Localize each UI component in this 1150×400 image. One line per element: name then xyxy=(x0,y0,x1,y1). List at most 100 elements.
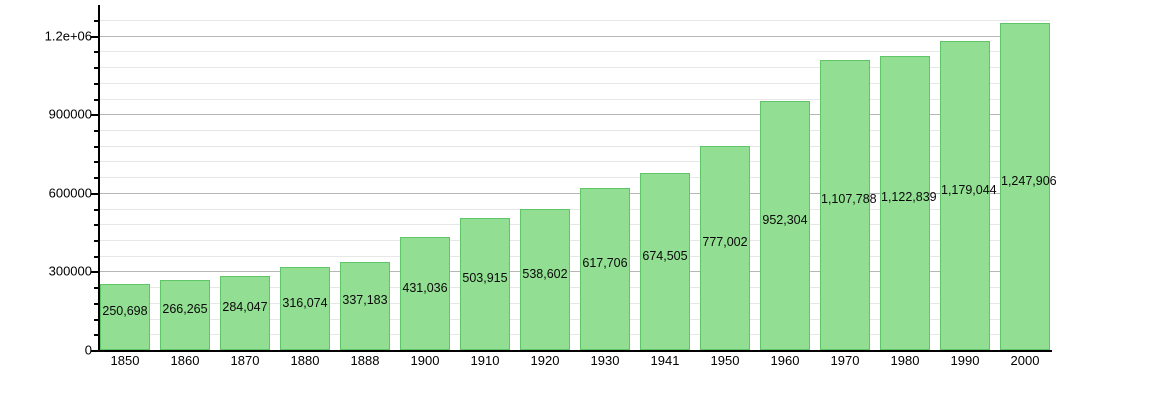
minor-gridline xyxy=(100,256,1050,257)
bar-1850: 250,698 xyxy=(100,284,150,350)
y-major-tick xyxy=(91,193,98,195)
minor-gridline xyxy=(100,83,1050,84)
y-tick-label: 900000 xyxy=(48,106,92,122)
y-minor-tick xyxy=(94,240,98,242)
y-axis-line xyxy=(98,5,100,352)
bar-1900: 431,036 xyxy=(400,237,450,350)
bar-value-label: 1,179,044 xyxy=(941,182,997,197)
y-minor-tick xyxy=(94,161,98,163)
minor-gridline xyxy=(100,303,1050,304)
x-tick-label: 1960 xyxy=(770,353,800,368)
bar-1930: 617,706 xyxy=(580,188,630,350)
bar-1950: 777,002 xyxy=(700,146,750,350)
x-axis-line xyxy=(98,350,1052,352)
y-tick-label: 600000 xyxy=(48,185,92,201)
bar-1970: 1,107,788 xyxy=(820,60,877,350)
x-tick-label: 1990 xyxy=(950,353,980,368)
bar-value-label: 1,107,788 xyxy=(821,192,877,206)
y-minor-tick xyxy=(94,319,98,321)
bar-value-label: 316,074 xyxy=(282,295,328,310)
y-tick-label: 300000 xyxy=(48,263,92,279)
x-tick-label: 1920 xyxy=(530,353,560,368)
y-major-tick xyxy=(91,271,98,273)
bar-value-label: 266,265 xyxy=(162,302,208,316)
minor-gridline xyxy=(100,67,1050,68)
bar-1910: 503,915 xyxy=(460,218,510,350)
bar-value-label: 538,602 xyxy=(522,266,568,281)
x-tick-label: 1860 xyxy=(170,353,200,368)
y-tick-label: 1.2e+06 xyxy=(44,28,92,44)
minor-gridline xyxy=(100,20,1050,21)
bar-1980: 1,122,839 xyxy=(880,56,937,350)
y-minor-tick xyxy=(94,146,98,148)
minor-gridline xyxy=(100,319,1050,320)
major-gridline xyxy=(100,36,1050,37)
major-gridline xyxy=(100,114,1050,115)
bar-value-label: 952,304 xyxy=(762,212,808,227)
x-tick-label: 1941 xyxy=(650,353,680,368)
minor-gridline xyxy=(100,130,1050,131)
y-minor-tick xyxy=(94,99,98,101)
minor-gridline xyxy=(100,209,1050,210)
bar-1941: 674,505 xyxy=(640,173,690,350)
minor-gridline xyxy=(100,146,1050,147)
bar-value-label: 674,505 xyxy=(642,248,688,263)
minor-gridline xyxy=(100,99,1050,100)
bar-value-label: 1,122,839 xyxy=(881,190,937,204)
minor-gridline xyxy=(100,161,1050,162)
x-tick-label: 1880 xyxy=(290,353,320,368)
bar-value-label: 1,247,906 xyxy=(1001,173,1057,188)
bar-1870: 284,047 xyxy=(220,276,270,350)
bar-value-label: 284,047 xyxy=(222,300,268,314)
minor-gridline xyxy=(100,177,1050,178)
y-minor-tick xyxy=(94,177,98,179)
x-tick-label: 1950 xyxy=(710,353,740,368)
y-minor-tick xyxy=(94,303,98,305)
minor-gridline xyxy=(100,334,1050,335)
minor-gridline xyxy=(100,224,1050,225)
x-tick-label: 2000 xyxy=(1010,353,1040,368)
y-minor-tick xyxy=(94,67,98,69)
x-tick-label: 1850 xyxy=(110,353,140,368)
bar-value-label: 617,706 xyxy=(582,256,628,270)
bar-1920: 538,602 xyxy=(520,209,570,350)
x-tick-label: 1900 xyxy=(410,353,440,368)
bar-value-label: 431,036 xyxy=(402,280,448,295)
bar-value-label: 503,915 xyxy=(462,271,508,285)
bar-value-label: 250,698 xyxy=(102,304,148,318)
bar-2000: 1,247,906 xyxy=(1000,23,1057,350)
y-minor-tick xyxy=(94,287,98,289)
x-tick-label: 1980 xyxy=(890,353,920,368)
x-tick-label: 1910 xyxy=(470,353,500,368)
y-minor-tick xyxy=(94,256,98,258)
y-minor-tick xyxy=(94,209,98,211)
minor-gridline xyxy=(100,240,1050,241)
bar-1990: 1,179,044 xyxy=(940,41,997,350)
minor-gridline xyxy=(100,287,1050,288)
y-minor-tick xyxy=(94,130,98,132)
major-gridline xyxy=(100,193,1050,194)
bar-1860: 266,265 xyxy=(160,280,210,350)
bar-1888: 337,183 xyxy=(340,262,390,350)
bar-1960: 952,304 xyxy=(760,101,810,350)
x-tick-label: 1870 xyxy=(230,353,260,368)
y-major-tick xyxy=(91,36,98,38)
bar-1880: 316,074 xyxy=(280,267,330,350)
major-gridline xyxy=(100,271,1050,272)
y-minor-tick xyxy=(94,20,98,22)
x-tick-label: 1888 xyxy=(350,353,380,368)
bar-value-label: 337,183 xyxy=(342,293,388,307)
y-major-tick xyxy=(91,350,98,352)
x-tick-label: 1930 xyxy=(590,353,620,368)
x-tick-label: 1970 xyxy=(830,353,860,368)
y-tick-label: 0 xyxy=(84,342,92,358)
y-major-tick xyxy=(91,114,98,116)
bar-value-label: 777,002 xyxy=(702,235,748,249)
y-minor-tick xyxy=(94,334,98,336)
y-minor-tick xyxy=(94,51,98,53)
